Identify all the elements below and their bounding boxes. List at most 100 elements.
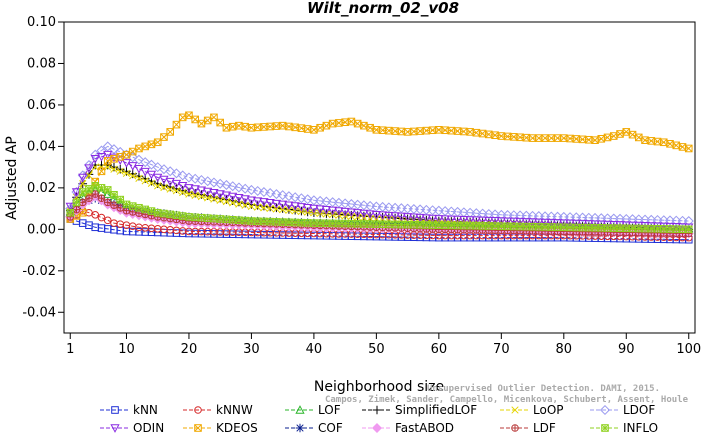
series-point-kdeos	[222, 123, 231, 132]
series-point-inflo	[360, 220, 368, 228]
series-point-odin	[352, 209, 363, 218]
series-point-inflo	[353, 220, 362, 228]
legend-label-fastabod: FastABOD	[395, 421, 454, 434]
series-point-simplifiedlof	[165, 182, 175, 192]
legend-item-kdeos: KDEOS	[183, 421, 258, 434]
series-point-kdeos	[203, 116, 212, 125]
series-point-ldof	[271, 189, 282, 200]
series-kdeos	[66, 111, 693, 223]
series-point-kdeos	[97, 167, 106, 176]
series-point-inflo	[466, 221, 474, 230]
series-point-ldof	[183, 172, 194, 183]
series-point-ldof	[477, 208, 488, 219]
x-tick-label: 70	[493, 342, 510, 357]
series-point-ldof	[333, 197, 344, 208]
series-point-odin	[65, 202, 75, 212]
series-point-inflo	[303, 219, 312, 227]
series-point-ldof	[365, 200, 376, 211]
series-point-kdeos	[616, 130, 624, 138]
y-tick-label: -0.02	[22, 264, 56, 279]
series-point-kdeos	[147, 140, 156, 149]
series-point-odin	[502, 217, 513, 227]
series-point-odin	[346, 208, 357, 218]
series-point-kdeos	[366, 123, 374, 132]
series-point-inflo	[560, 223, 568, 232]
series-point-loop	[247, 202, 256, 211]
legend-marker-fastabod	[371, 422, 383, 434]
series-point-inflo	[460, 221, 468, 230]
series-point-inflo	[316, 219, 324, 228]
series-point-ldf	[85, 194, 93, 203]
series-point-loop	[229, 199, 237, 207]
legend-label-simplifiedlof: SimplifiedLOF	[395, 403, 477, 417]
legend-item-fastabod: FastABOD	[362, 421, 454, 434]
series-point-kdeos	[122, 150, 131, 159]
series-point-ldof	[471, 208, 482, 219]
series-point-inflo	[616, 224, 624, 232]
series-point-odin	[221, 191, 232, 201]
series-point-odin	[384, 211, 394, 221]
series-point-ldof	[140, 157, 151, 168]
series-point-inflo	[147, 207, 156, 215]
series-point-kdeos	[678, 143, 687, 151]
legend-item-ldof: LDOF	[590, 403, 655, 417]
series-point-ldof	[640, 214, 651, 225]
legend-item-odin: ODIN	[100, 421, 164, 434]
series-point-loop	[141, 177, 149, 185]
series-point-loop	[179, 188, 187, 197]
series-point-ldof	[296, 193, 307, 204]
series-point-kdeos	[503, 132, 512, 141]
series-point-loop	[110, 165, 118, 173]
series-point-odin	[165, 177, 175, 187]
series-point-kdeos	[653, 137, 662, 146]
series-point-kdeos	[634, 133, 643, 142]
series-point-kdeos	[647, 137, 656, 145]
series-point-kdeos	[160, 133, 168, 141]
legend-label-lof: LOF	[318, 403, 341, 417]
series-point-inflo	[472, 222, 481, 230]
series-point-odin	[634, 221, 644, 231]
series-point-inflo	[341, 219, 349, 228]
series-point-inflo	[416, 221, 424, 229]
series-point-inflo	[260, 217, 268, 226]
series-point-ldof	[402, 203, 413, 214]
series-point-inflo	[541, 223, 549, 231]
series-point-inflo	[597, 224, 606, 232]
series-point-odin	[371, 211, 382, 220]
series-point-inflo	[191, 213, 199, 222]
series-point-loop	[191, 191, 199, 199]
series-point-kdeos	[141, 142, 150, 151]
series-point-inflo	[116, 195, 125, 204]
series-point-ldof	[583, 212, 594, 223]
series-point-odin	[190, 185, 200, 194]
series-point-inflo	[66, 208, 75, 217]
series-point-inflo	[684, 225, 693, 234]
series-point-odin	[328, 206, 338, 216]
series-point-loop	[147, 179, 156, 187]
series-point-ldof	[152, 162, 163, 173]
series-point-inflo	[435, 221, 443, 229]
series-point-odin	[527, 218, 538, 227]
legend: kNN kNNW LOF SimplifiedLOF LoOP LDOF ODIN KDEOS…	[100, 403, 658, 434]
legend-label-cof: COF	[318, 421, 343, 434]
legend-item-knn: kNN	[100, 403, 158, 417]
legend-label-ldf: LDF	[533, 421, 556, 434]
series-point-kdeos	[166, 128, 175, 136]
series-point-loop	[154, 182, 162, 190]
x-tick-label: 80	[556, 342, 573, 357]
series-point-odin	[196, 186, 207, 196]
legend-marker-ldof	[599, 404, 611, 416]
series-point-inflo	[578, 223, 587, 232]
series-point-kdeos	[672, 141, 681, 150]
series-point-odin	[284, 201, 294, 211]
series-point-inflo	[391, 220, 399, 229]
series-point-inflo	[553, 223, 562, 231]
series-point-ldof	[221, 179, 232, 190]
series-point-inflo	[516, 222, 524, 231]
series-point-ldof	[240, 183, 251, 194]
series-point-ldof	[421, 204, 432, 215]
legend-item-loop: LoOP	[500, 403, 564, 417]
legend-marker-odin	[110, 424, 120, 433]
series-point-kdeos	[197, 119, 206, 128]
